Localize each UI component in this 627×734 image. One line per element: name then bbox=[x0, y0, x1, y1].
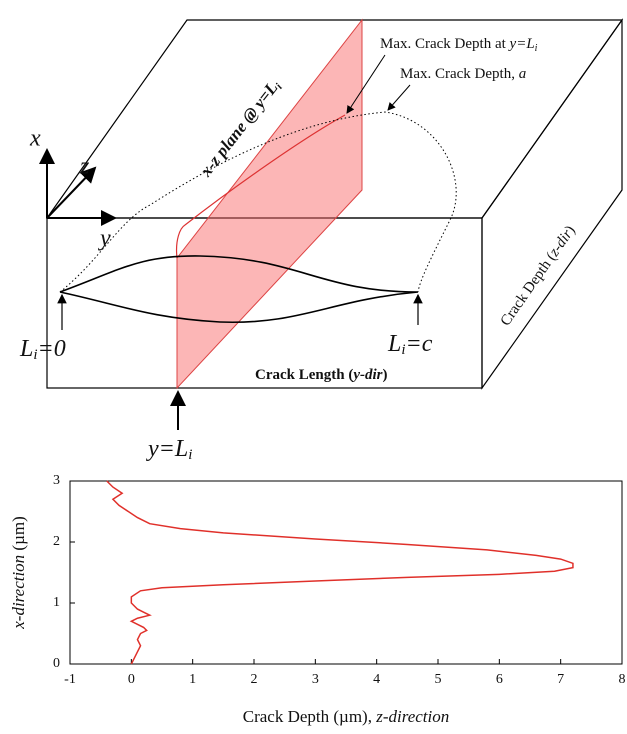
arrow-z bbox=[46, 166, 97, 219]
x-tick-label: 0 bbox=[128, 672, 135, 687]
y-tick-label: 1 bbox=[53, 595, 60, 610]
crack-lens bbox=[59, 255, 419, 324]
annotation: Crack Length (y-dir) bbox=[255, 367, 388, 383]
x-axis-label-part: z-direction bbox=[375, 707, 449, 726]
x-tick-label: -1 bbox=[64, 672, 76, 687]
x-tick-label: 1 bbox=[189, 672, 196, 687]
x-tick-label: 4 bbox=[373, 672, 380, 687]
axis-label: x bbox=[29, 126, 41, 152]
x-tick-label: 5 bbox=[435, 672, 442, 687]
pointer-max bbox=[387, 84, 411, 111]
axis-label: y bbox=[98, 226, 111, 252]
annotation: Max. Crack Depth at y=Li bbox=[380, 36, 538, 54]
y-axis-label: x-direction (µm) bbox=[9, 516, 28, 630]
annotation: y=Li bbox=[146, 436, 192, 464]
x-tick-label: 2 bbox=[251, 672, 258, 687]
x-tick-label: 8 bbox=[619, 672, 626, 687]
x-axis-label-part: Crack Depth (µm), bbox=[243, 707, 376, 726]
y-axis-label-part: x-direction bbox=[9, 555, 28, 630]
annotation: Crack Depth (z-dir) bbox=[498, 223, 579, 329]
y-axis-label-part: (µm) bbox=[9, 516, 28, 555]
data-line bbox=[106, 480, 574, 665]
y-tick-label: 0 bbox=[53, 656, 60, 671]
annotation: Max. Crack Depth, a bbox=[400, 66, 526, 82]
plot-frame bbox=[69, 480, 623, 665]
x-tick-label: 7 bbox=[557, 672, 564, 687]
x-axis-label: Crack Depth (µm), z-direction bbox=[243, 707, 450, 726]
x-tick-label: 6 bbox=[496, 672, 503, 687]
axis-label: z bbox=[79, 154, 90, 180]
x-tick-label: 3 bbox=[312, 672, 319, 687]
xz-plane bbox=[176, 18, 363, 390]
y-tick-label: 2 bbox=[53, 534, 60, 549]
diagram bbox=[39, 18, 624, 430]
y-tick-label: 3 bbox=[53, 473, 60, 488]
max-depth-curve bbox=[59, 111, 457, 293]
annotation: Li=c bbox=[387, 331, 433, 359]
crack-profile bbox=[175, 114, 346, 259]
annotation: Li=0 bbox=[19, 336, 66, 364]
chart: -1 0 1 2 3 4 5 6 7 8 0 1 2 3 Crack Depth (µm), z-direc… bbox=[9, 473, 626, 726]
pointer-max-at bbox=[346, 54, 386, 114]
